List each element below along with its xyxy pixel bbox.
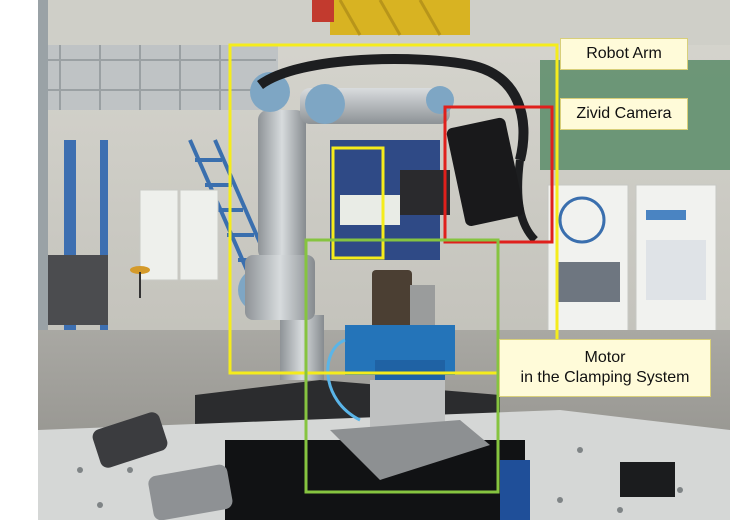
- camera-label-text: Zivid Camera: [576, 105, 672, 122]
- robot-arm-label-text: Robot Arm: [586, 45, 662, 62]
- starter-motor-part: [92, 412, 168, 468]
- robot-lower-link: [258, 110, 306, 260]
- poster-left: [547, 184, 629, 336]
- robot-arm-label: Robot Arm: [560, 38, 688, 70]
- robot-base-column: [280, 315, 324, 380]
- robot-elbow-joint: [305, 84, 345, 124]
- robot-arm-outline: [228, 43, 559, 375]
- cable-harness: [257, 54, 529, 162]
- motor-label-line1: Motor: [584, 349, 626, 366]
- motor-housing: [372, 270, 412, 330]
- fixture-plate: [620, 462, 675, 497]
- motor-label: Motor in the Clamping System: [499, 339, 711, 397]
- robot-arm-inner-outline: [331, 146, 385, 260]
- robot-wrist-joint: [426, 86, 454, 114]
- motor-outline: [304, 238, 500, 494]
- camera-label: Zivid Camera: [560, 98, 688, 130]
- photo-scene: [38, 0, 730, 520]
- motor-label-line2: in the Clamping System: [520, 369, 690, 386]
- zivid-camera-body: [446, 117, 525, 226]
- upper-railing: [38, 45, 278, 110]
- pneumatic-hose: [326, 338, 361, 422]
- ceiling-crane: [330, 0, 470, 35]
- cabinet: [48, 255, 108, 325]
